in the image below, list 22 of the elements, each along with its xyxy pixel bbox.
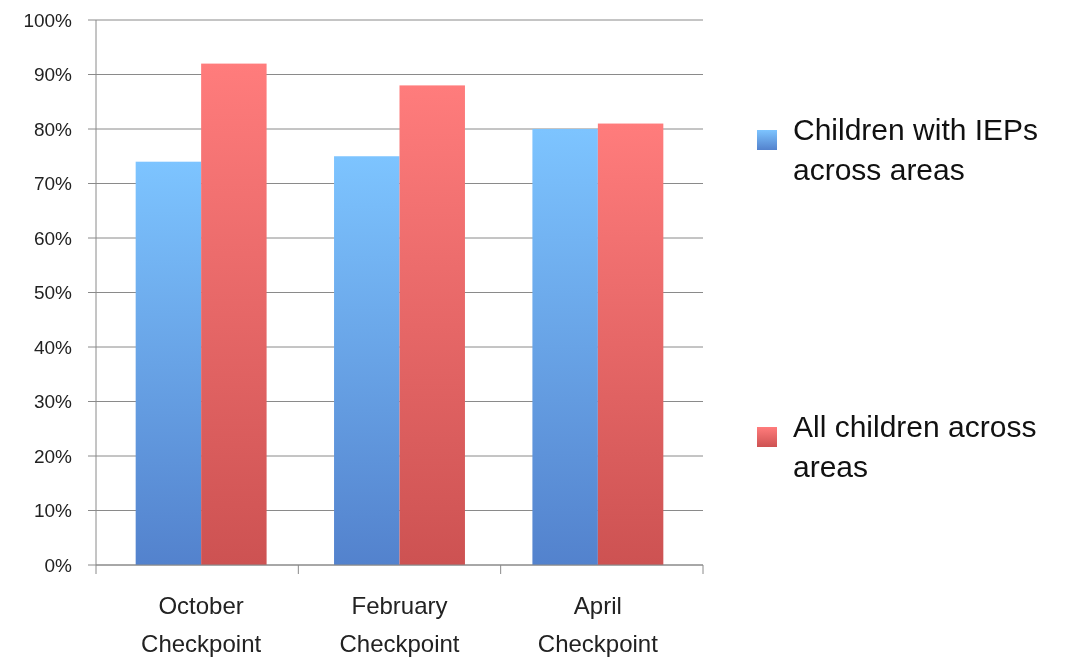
y-tick-label: 100% <box>23 9 73 31</box>
legend-label: All children across areas <box>793 410 1037 483</box>
y-tick-label: 90% <box>33 64 73 86</box>
y-tick-label: 80% <box>33 118 73 140</box>
bar <box>201 63 267 565</box>
y-tick-label: 30% <box>33 391 73 413</box>
bar <box>135 161 202 565</box>
bar <box>597 123 664 565</box>
bar <box>334 156 400 565</box>
y-tick-label: 60% <box>33 227 73 249</box>
x-tick-label: April Checkpoint <box>537 592 659 657</box>
y-tick-label: 20% <box>33 445 73 467</box>
y-tick-label: 40% <box>33 336 73 358</box>
bar <box>532 129 598 565</box>
y-tick-label: 0% <box>44 554 73 576</box>
y-tick-label: 70% <box>33 173 73 195</box>
y-tick-label: 50% <box>33 282 73 304</box>
x-tick-label: October Checkpoint <box>141 592 262 657</box>
y-tick-label: 10% <box>33 500 73 522</box>
bar <box>399 85 465 565</box>
legend-label: Children with IEPs across areas <box>793 113 1039 186</box>
x-tick-label: February Checkpoint <box>339 592 460 657</box>
